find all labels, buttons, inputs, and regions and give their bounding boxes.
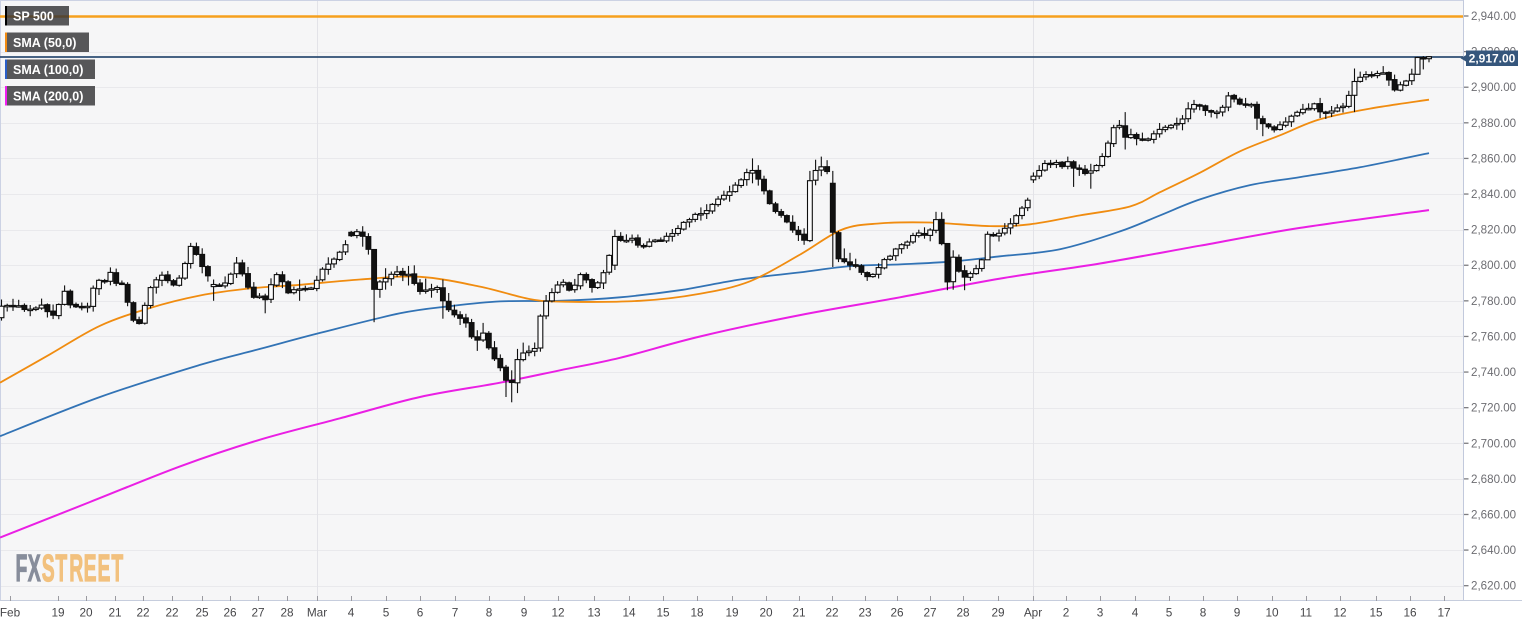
svg-text:2,880.00: 2,880.00 <box>1471 117 1516 130</box>
svg-text:2,840.00: 2,840.00 <box>1471 188 1516 201</box>
svg-text:X: X <box>28 548 41 590</box>
svg-text:15: 15 <box>1369 606 1383 620</box>
svg-text:8: 8 <box>486 606 493 620</box>
svg-text:2: 2 <box>1063 606 1070 620</box>
svg-text:E: E <box>98 548 111 590</box>
svg-text:29: 29 <box>991 606 1004 620</box>
svg-text:19: 19 <box>51 606 64 620</box>
svg-text:22: 22 <box>165 606 178 620</box>
svg-text:2,860.00: 2,860.00 <box>1471 152 1516 165</box>
svg-text:2,660.00: 2,660.00 <box>1471 508 1516 521</box>
svg-text:18: 18 <box>690 606 704 620</box>
svg-text:Apr: Apr <box>1024 606 1042 620</box>
svg-text:Feb: Feb <box>0 606 21 620</box>
svg-text:4: 4 <box>1132 606 1139 620</box>
svg-text:27: 27 <box>923 606 936 620</box>
svg-text:21: 21 <box>108 606 121 620</box>
svg-text:2,800.00: 2,800.00 <box>1471 259 1516 272</box>
svg-text:12: 12 <box>1333 606 1346 620</box>
svg-text:2,917.00: 2,917.00 <box>1469 52 1516 66</box>
svg-text:25: 25 <box>195 606 209 620</box>
svg-text:21: 21 <box>792 606 805 620</box>
svg-text:2,900.00: 2,900.00 <box>1471 81 1516 94</box>
svg-text:SMA (100,0): SMA (100,0) <box>13 63 83 77</box>
svg-text:S: S <box>42 548 55 590</box>
svg-text:7: 7 <box>452 606 459 620</box>
svg-text:2,720.00: 2,720.00 <box>1471 402 1516 415</box>
svg-text:28: 28 <box>280 606 294 620</box>
svg-text:R: R <box>69 548 83 590</box>
svg-text:10: 10 <box>1265 606 1279 620</box>
svg-text:26: 26 <box>223 606 237 620</box>
svg-text:16: 16 <box>1403 606 1417 620</box>
svg-text:Mar: Mar <box>307 606 327 620</box>
svg-text:SMA (50,0): SMA (50,0) <box>13 36 76 50</box>
svg-text:20: 20 <box>79 606 93 620</box>
svg-text:8: 8 <box>1200 606 1207 620</box>
svg-text:2,680.00: 2,680.00 <box>1471 473 1516 486</box>
svg-text:F: F <box>16 548 28 590</box>
svg-text:11: 11 <box>1300 606 1312 620</box>
svg-text:5: 5 <box>383 606 390 620</box>
svg-text:2,620.00: 2,620.00 <box>1471 580 1516 593</box>
svg-text:22: 22 <box>825 606 838 620</box>
svg-text:2,820.00: 2,820.00 <box>1471 224 1516 237</box>
svg-text:T: T <box>111 548 123 590</box>
svg-text:14: 14 <box>622 606 636 620</box>
svg-text:12: 12 <box>551 606 564 620</box>
svg-text:2,780.00: 2,780.00 <box>1471 295 1516 308</box>
svg-text:26: 26 <box>890 606 904 620</box>
svg-text:SMA (200,0): SMA (200,0) <box>13 90 83 104</box>
svg-text:2,740.00: 2,740.00 <box>1471 366 1516 379</box>
svg-text:2,940.00: 2,940.00 <box>1471 10 1516 23</box>
svg-text:17: 17 <box>1437 606 1450 620</box>
svg-text:2,700.00: 2,700.00 <box>1471 437 1516 450</box>
svg-text:5: 5 <box>1166 606 1173 620</box>
svg-text:22: 22 <box>136 606 149 620</box>
svg-text:4: 4 <box>348 606 355 620</box>
svg-text:19: 19 <box>725 606 738 620</box>
svg-text:15: 15 <box>656 606 670 620</box>
svg-text:13: 13 <box>587 606 601 620</box>
svg-text:E: E <box>84 548 97 590</box>
svg-text:6: 6 <box>417 606 424 620</box>
svg-text:9: 9 <box>1234 606 1241 620</box>
svg-text:23: 23 <box>858 606 872 620</box>
svg-text:28: 28 <box>956 606 970 620</box>
svg-text:3: 3 <box>1097 606 1104 620</box>
svg-text:9: 9 <box>521 606 528 620</box>
svg-text:SP 500: SP 500 <box>13 10 54 24</box>
svg-text:T: T <box>55 548 67 590</box>
svg-text:2,760.00: 2,760.00 <box>1471 330 1516 343</box>
svg-text:2,640.00: 2,640.00 <box>1471 544 1516 557</box>
svg-text:27: 27 <box>251 606 264 620</box>
svg-text:20: 20 <box>759 606 773 620</box>
